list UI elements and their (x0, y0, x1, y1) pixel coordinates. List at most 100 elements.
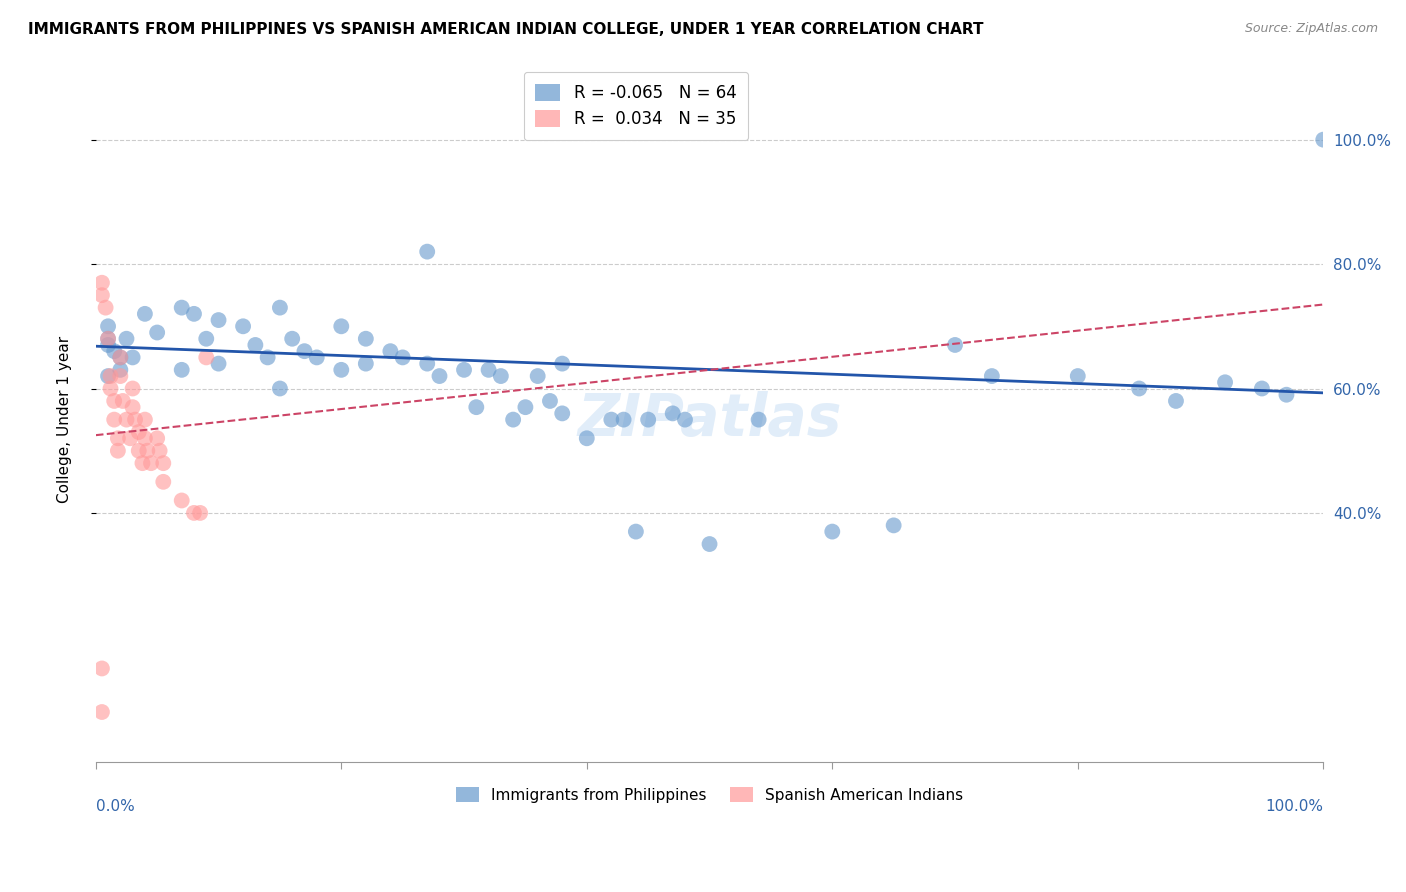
Point (637, 412, 659, 426)
Point (551, 406, 574, 420)
Text: ZIPatlas: ZIPatlas (578, 391, 842, 448)
Point (188, 506, 211, 520)
Text: Source: ZipAtlas.com: Source: ZipAtlas.com (1244, 22, 1378, 36)
Text: 100.0%: 100.0% (1265, 799, 1323, 814)
Point (281, 332, 304, 346)
Point (575, 431, 598, 445)
Point (107, 443, 129, 458)
Point (120, 431, 142, 445)
Point (1251, 382, 1274, 396)
Point (502, 412, 524, 426)
Point (943, 338, 966, 352)
Point (391, 351, 413, 365)
Point (613, 412, 636, 426)
Point (134, 307, 156, 321)
Text: 0.0%: 0.0% (96, 799, 135, 814)
Point (515, 400, 537, 414)
Point (90, 288, 112, 302)
Point (103, 344, 125, 359)
Point (269, 382, 291, 396)
Point (139, 456, 162, 470)
Point (170, 493, 193, 508)
Point (416, 244, 439, 259)
Y-axis label: College, Under 1 year: College, Under 1 year (58, 336, 72, 503)
Point (146, 431, 169, 445)
Point (183, 506, 205, 520)
Point (124, 412, 146, 426)
Point (330, 363, 353, 377)
Legend: Immigrants from Philippines, Spanish American Indians: Immigrants from Philippines, Spanish Ame… (450, 780, 969, 809)
Point (538, 393, 561, 408)
Point (97, 319, 120, 334)
Point (110, 369, 132, 384)
Point (416, 357, 439, 371)
Point (305, 351, 328, 365)
Point (1067, 369, 1090, 384)
Point (134, 412, 156, 426)
Point (1128, 382, 1150, 396)
Point (354, 357, 377, 371)
Point (195, 351, 218, 365)
Point (136, 443, 159, 458)
Point (354, 332, 377, 346)
Point (90, 276, 112, 290)
Point (1213, 376, 1236, 390)
Point (100, 382, 122, 396)
Point (152, 456, 174, 470)
Point (489, 369, 512, 384)
Point (294, 344, 316, 359)
Point (1275, 388, 1298, 402)
Point (183, 307, 205, 321)
Point (115, 412, 138, 426)
Point (107, 431, 129, 445)
Point (429, 369, 451, 384)
Point (97, 332, 120, 346)
Point (980, 369, 1002, 384)
Point (380, 344, 402, 359)
Point (699, 537, 721, 551)
Point (134, 431, 156, 445)
Point (100, 369, 122, 384)
Point (330, 319, 353, 334)
Text: IMMIGRANTS FROM PHILIPPINES VS SPANISH AMERICAN INDIAN COLLEGE, UNDER 1 YEAR COR: IMMIGRANTS FROM PHILIPPINES VS SPANISH A… (28, 22, 984, 37)
Point (453, 363, 475, 377)
Point (121, 400, 143, 414)
Point (821, 524, 844, 539)
Point (97, 338, 120, 352)
Point (131, 456, 153, 470)
Point (110, 351, 132, 365)
Point (110, 351, 132, 365)
Point (110, 363, 132, 377)
Point (152, 475, 174, 489)
Point (624, 524, 647, 539)
Point (121, 382, 143, 396)
Point (195, 332, 218, 346)
Point (146, 326, 169, 340)
Point (232, 319, 254, 334)
Point (207, 313, 229, 327)
Point (478, 363, 501, 377)
Point (170, 301, 193, 315)
Point (103, 412, 125, 426)
Point (111, 393, 134, 408)
Point (94, 301, 117, 315)
Point (207, 357, 229, 371)
Point (600, 412, 623, 426)
Point (256, 351, 278, 365)
Point (748, 412, 770, 426)
Point (883, 518, 905, 533)
Point (97, 369, 120, 384)
Point (103, 393, 125, 408)
Point (1312, 133, 1334, 147)
Point (245, 338, 267, 352)
Point (269, 301, 291, 315)
Point (97, 332, 120, 346)
Point (661, 406, 683, 420)
Point (121, 351, 143, 365)
Point (128, 443, 150, 458)
Point (673, 412, 696, 426)
Point (115, 332, 138, 346)
Point (170, 363, 193, 377)
Point (1164, 393, 1187, 408)
Point (551, 357, 574, 371)
